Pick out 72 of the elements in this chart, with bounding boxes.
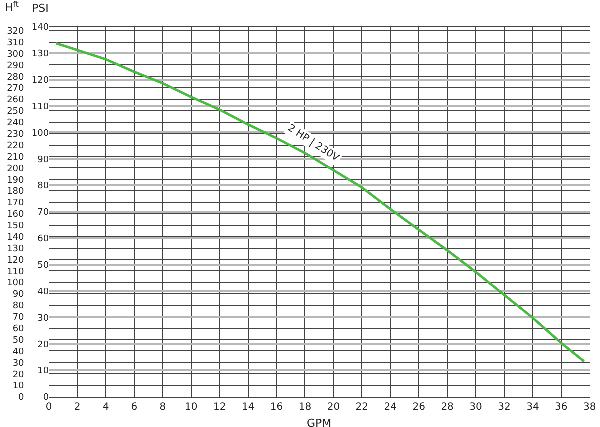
x-tick-label: 36: [555, 402, 568, 413]
y-tick-label: 190: [7, 176, 25, 186]
x-tick-label: 38: [584, 402, 596, 413]
x-tick-label: 6: [131, 402, 138, 413]
y-tick-label: 280: [7, 72, 25, 83]
x-tick-label: 32: [498, 402, 511, 413]
y2-tick-label: 30: [38, 314, 50, 324]
y2-tick-label: 70: [38, 208, 50, 218]
y-tick-label: 210: [7, 152, 25, 163]
x-tick-label: 30: [470, 402, 482, 413]
y-tick-label: 270: [7, 84, 25, 94]
y-tick-label: 70: [12, 313, 25, 324]
y-tick-label: 160: [7, 210, 25, 220]
x-tick-label: 14: [242, 402, 255, 413]
y-tick-label: 110: [7, 267, 25, 278]
x-tick-label: 0: [46, 402, 52, 413]
x-tick-label: 34: [526, 402, 540, 413]
y2-tick-label: 10: [38, 366, 50, 377]
y-tick-label: 100: [7, 278, 25, 289]
y-tick-label: 230: [7, 130, 25, 140]
x-tick-label: 4: [102, 402, 110, 413]
y-tick-label: 20: [12, 370, 25, 380]
x-tick-label: 26: [412, 402, 426, 413]
y-tick-label: 300: [7, 50, 25, 60]
y-tick-label: 260: [7, 96, 25, 106]
y2-tick-label: 50: [38, 261, 50, 272]
x-tick-label: 18: [298, 402, 312, 413]
y-tick-label: 180: [7, 187, 25, 198]
y-tick-label: 150: [7, 222, 25, 232]
x-tick-label: 20: [327, 402, 340, 413]
x-tick-label: 28: [441, 402, 454, 413]
line-series: [54, 42, 586, 363]
x-tick-label: 2: [74, 402, 81, 413]
y-tick-label: 130: [7, 244, 25, 254]
y-tick-label: 120: [7, 256, 25, 266]
x-axis-title: GPM: [307, 417, 332, 427]
y2-tick-label: 20: [38, 340, 50, 350]
y2-tick-label: 110: [32, 102, 50, 112]
y-tick-label: 0: [18, 393, 25, 404]
y2-tick-label: 100: [32, 128, 50, 139]
x-tick-label: 22: [356, 402, 369, 413]
y2-axis-title: PSI: [32, 2, 49, 15]
y-tick-label: 310: [7, 38, 25, 48]
x-tick-label: 24: [384, 402, 398, 413]
y-tick-label: 30: [12, 358, 25, 369]
y2-tick-label: 40: [38, 287, 50, 298]
x-tick-label: 16: [270, 402, 284, 413]
y-tick-label: 10: [12, 382, 25, 392]
y2-tick-label: 0: [43, 393, 50, 404]
y-tick-label: 250: [7, 107, 25, 118]
y-tick-label: 290: [7, 61, 25, 72]
y-tick-label: 50: [12, 336, 25, 346]
y-tick-label: 60: [12, 324, 25, 334]
y-tick-label: 200: [7, 164, 25, 174]
x-tick-label: 10: [185, 402, 198, 413]
y-tick-label: 320: [7, 27, 25, 38]
y2-tick-label: 80: [38, 182, 50, 192]
y2-tick-label: 130: [32, 50, 50, 60]
y-tick-label: 140: [7, 232, 25, 243]
y-tick-label: 170: [7, 198, 25, 209]
y2-tick-label: 60: [38, 234, 50, 245]
y2-tick-label: 120: [32, 76, 50, 86]
x-tick-label: 12: [214, 402, 226, 413]
y-tick-label: 80: [12, 302, 25, 312]
y-tick-label: 90: [12, 290, 25, 300]
y-tick-label: 40: [12, 347, 25, 358]
y2-tick-label: 140: [32, 23, 50, 34]
x-tick-label: 8: [160, 402, 166, 413]
y2-tick-label: 90: [38, 155, 50, 166]
y-tick-label: 220: [7, 141, 25, 152]
y-tick-label: 240: [7, 118, 25, 129]
y-axis-title: H$^{ft}$: [5, 0, 19, 15]
